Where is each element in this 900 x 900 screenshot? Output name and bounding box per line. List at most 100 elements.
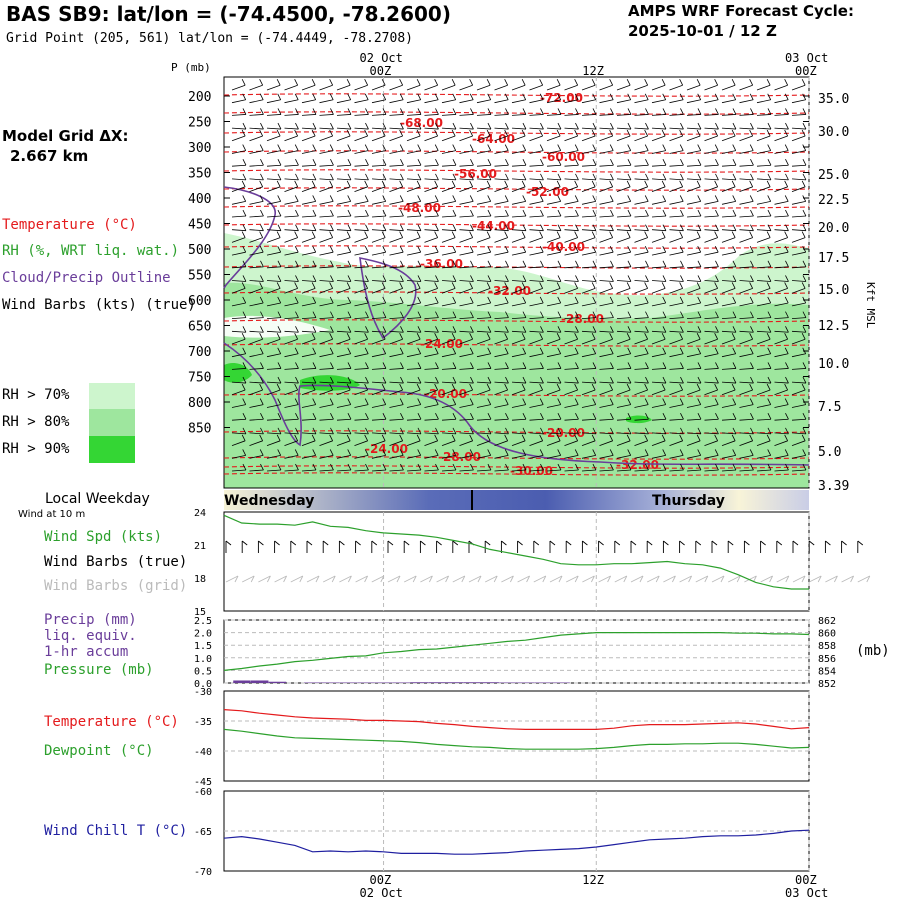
wind-barb-grid: [720, 575, 725, 583]
wind-barb: [766, 129, 771, 137]
wind-barb: [459, 200, 474, 205]
wind-barb-grid: [250, 575, 255, 583]
wind-barb: [564, 418, 579, 421]
wind-barb: [574, 231, 579, 238]
wind-barb: [494, 418, 509, 421]
wind-barb: [312, 159, 317, 166]
wind-barb: [686, 99, 701, 104]
wind-barb: [529, 251, 544, 256]
wind-barb: [522, 173, 527, 181]
wind-barb: [557, 413, 562, 420]
wind-barb: [774, 266, 789, 269]
wind-barb: [441, 288, 456, 294]
wind-barb: [756, 454, 771, 459]
wind-barb: [452, 376, 457, 384]
wind-barb: [330, 275, 334, 282]
wind-barb: [784, 296, 789, 304]
wind-barb: [505, 376, 509, 384]
wind-barb-true: [614, 540, 621, 546]
wind-barb: [329, 398, 334, 405]
wind-barb: [494, 404, 509, 408]
wind-barb: [686, 432, 701, 435]
wind-barb: [470, 173, 474, 181]
wind-barb: [424, 440, 438, 446]
wind-barb: [616, 215, 631, 218]
wind-barb: [347, 275, 352, 282]
wind-barb: [680, 159, 684, 166]
wind-barb: [441, 418, 456, 421]
wind-barb: [266, 389, 281, 396]
wind-barb: [627, 144, 632, 151]
height-tick-label: 22.5: [818, 193, 849, 208]
wind-barb: [704, 432, 719, 435]
wind-barb: [785, 326, 789, 333]
wind-barb: [627, 122, 632, 130]
wind-barb: [504, 144, 509, 151]
wind-barb: [249, 330, 264, 333]
wind-barb: [406, 215, 421, 218]
wind-barb: [774, 288, 788, 294]
wind-barb: [424, 353, 439, 358]
wind-barb: [319, 251, 334, 256]
wind-barb: [242, 427, 247, 435]
wind-barb: [626, 180, 631, 187]
wind-barb: [529, 317, 544, 319]
wind-barb: [756, 178, 771, 181]
wind-barb: [382, 144, 387, 151]
wind-barb: [575, 427, 579, 435]
wind-barb: [644, 144, 649, 151]
wind-barb: [591, 79, 596, 86]
wind-barb: [686, 381, 701, 384]
wind-barb: [546, 280, 561, 282]
wind-barb: [284, 186, 298, 192]
wind-barb: [424, 251, 439, 256]
wind-barb: [400, 122, 404, 130]
pressure-y2-tick-label: 860: [818, 629, 836, 640]
wind-barb: [749, 296, 754, 304]
wind-barb: [686, 317, 701, 319]
wind-barb: [487, 326, 492, 333]
wind-barb: [616, 302, 631, 307]
wind-barb-grid: [607, 575, 612, 583]
wind-barb: [505, 326, 509, 333]
wind-barb: [721, 114, 736, 116]
wind-barb: [476, 418, 491, 421]
wind-barb: [715, 311, 719, 318]
wind-barb: [756, 99, 771, 104]
rh90-region-left: [224, 363, 252, 383]
wind-barb: [616, 229, 631, 232]
wind-barb: [634, 368, 649, 370]
wind-barb: [801, 333, 806, 340]
wind-barb: [581, 368, 596, 370]
wind-barb: [406, 237, 421, 243]
wind-barb: [382, 427, 387, 435]
wind-barb: [609, 383, 614, 391]
wind-barb: [266, 186, 281, 192]
wind-barb: [276, 333, 281, 340]
wind-barb: [680, 376, 684, 384]
wind-barb: [686, 150, 701, 154]
wind-barb: [470, 427, 474, 435]
precip-bar: [357, 682, 375, 683]
pressure-tick-label: 400: [188, 192, 211, 207]
wind-barb: [599, 127, 614, 130]
wind-barb: [539, 282, 544, 289]
wind-barb: [592, 195, 597, 202]
wind-barb: [581, 237, 596, 243]
wind-barb: [452, 311, 457, 318]
wind-barb: [704, 288, 718, 294]
wind-barb: [704, 237, 718, 243]
wind-barb: [249, 251, 264, 256]
wind-barb: [557, 260, 562, 268]
wind-barb: [364, 449, 369, 456]
wind-barb: [704, 251, 719, 256]
wind-barb: [686, 178, 701, 181]
wind-barb: [591, 333, 596, 340]
wind-barb: [732, 296, 737, 304]
wind-barb: [556, 333, 561, 340]
wind-barb: [424, 127, 439, 130]
wind-barb: [494, 432, 509, 435]
wind-barb: [616, 381, 631, 384]
wind-barb: [459, 338, 473, 345]
wind-barb: [424, 454, 439, 459]
